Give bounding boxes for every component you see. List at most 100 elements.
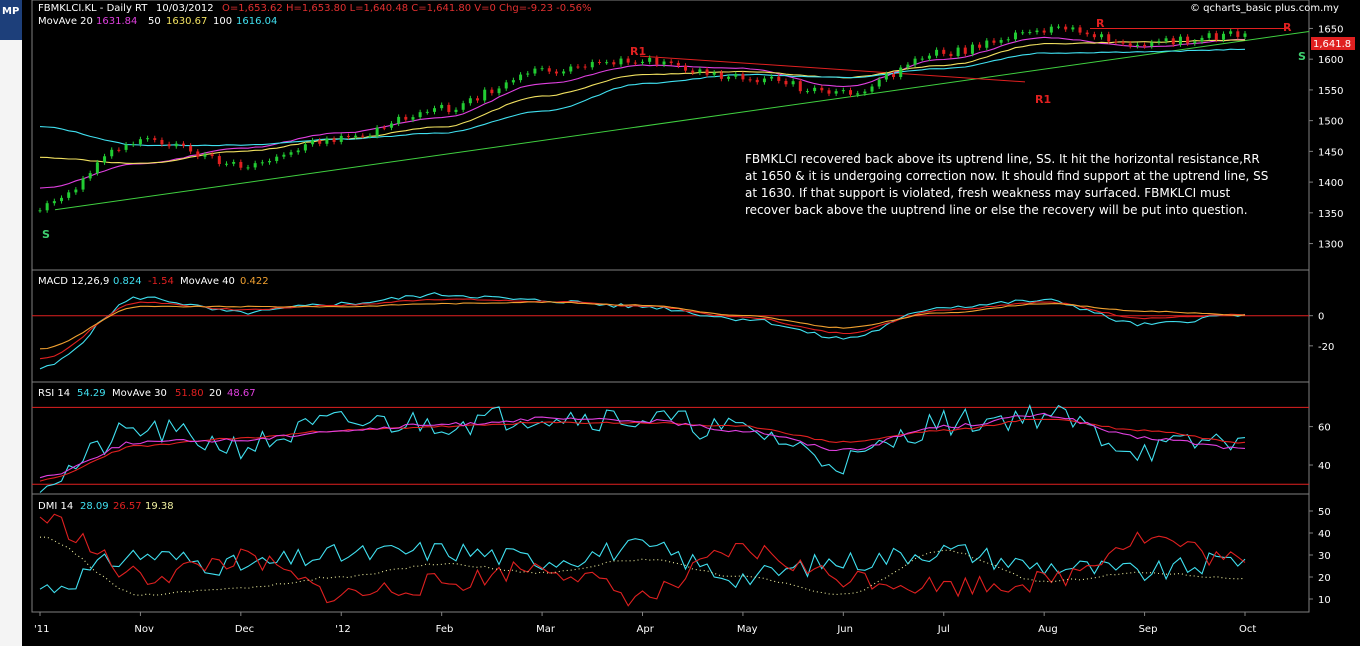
ma100-label: 100	[213, 16, 232, 27]
y-tick-label: 1300	[1318, 240, 1343, 251]
candle-body	[1193, 41, 1197, 44]
app-tag: MP	[2, 6, 19, 17]
y-tick-label: 1450	[1318, 147, 1343, 158]
candle-body	[927, 55, 931, 59]
candle-body	[892, 74, 896, 78]
marker-r1-apr: R1	[630, 45, 646, 58]
candle-body	[834, 91, 838, 94]
commentary-line: at 1650 & it is undergoing correction no…	[745, 169, 1268, 183]
candle-body	[432, 108, 436, 112]
candle-body	[1207, 33, 1211, 38]
candle-body	[124, 144, 128, 150]
rsi-header: RSI 14 54.29 MovAve 30 51.80 20 48.67	[38, 388, 256, 399]
macd-ma-line	[39, 301, 1246, 350]
candle-body	[1078, 27, 1082, 33]
candle-body	[354, 135, 358, 138]
candle-body	[138, 139, 142, 145]
candle-body	[669, 61, 673, 63]
candle-body	[346, 135, 350, 138]
rsi-ma30-line	[39, 418, 1246, 482]
candle-body	[468, 98, 472, 104]
candle-body	[791, 81, 795, 85]
candle-body	[827, 90, 831, 94]
candle-body	[146, 138, 150, 140]
candle-body	[504, 82, 508, 89]
ma20-value: 1631.84	[96, 16, 137, 27]
ma-line-50	[39, 39, 1245, 164]
y-tick-label: 20	[1318, 573, 1331, 584]
candle-body	[253, 163, 257, 168]
candle-body	[1243, 33, 1247, 37]
candle-body	[684, 65, 688, 71]
candle-body	[1085, 32, 1089, 35]
candle-body	[397, 116, 401, 124]
candle-body	[662, 61, 666, 65]
candle-body	[633, 62, 637, 64]
y-tick-label: 1650	[1318, 24, 1343, 35]
candle-body	[375, 127, 379, 136]
adx-line	[40, 536, 1246, 597]
candle-body	[1221, 33, 1225, 40]
candle-body	[81, 178, 85, 190]
candle-body	[1100, 34, 1104, 38]
candle-body	[1236, 31, 1240, 37]
candle-body	[734, 74, 738, 77]
candle-body	[224, 163, 228, 165]
candle-body	[103, 156, 107, 163]
candle-body	[511, 80, 515, 83]
candle-body	[676, 62, 680, 66]
candle-body	[1021, 32, 1025, 34]
candle-body	[318, 140, 322, 144]
rsi-ma2-label: 20	[209, 388, 222, 399]
candle-body	[411, 117, 415, 120]
candle-body	[641, 61, 644, 63]
candle-body	[131, 144, 135, 146]
candle-body	[719, 72, 723, 79]
rsi-ma20-value: 48.67	[227, 388, 256, 399]
dmi-minus-value: 26.57	[113, 501, 142, 512]
marker-r-aug: R	[1096, 17, 1105, 30]
panel-frames	[31, 0, 1310, 613]
candle-body	[1064, 26, 1068, 30]
candle-body	[762, 78, 766, 83]
candle-body	[483, 89, 487, 101]
candle-body	[597, 61, 601, 63]
candle-body	[268, 161, 272, 163]
candle-body	[60, 197, 64, 202]
candle-body	[949, 53, 953, 57]
x-tick-label: '12	[335, 624, 350, 635]
dmi-plus-line	[39, 538, 1246, 594]
candle-body	[167, 144, 171, 147]
dmi-plus-value: 28.09	[80, 501, 109, 512]
candle-body	[1057, 26, 1061, 28]
candle-body	[1164, 38, 1168, 42]
rsi-ma-label: MovAve 30	[112, 388, 167, 399]
candle-body	[727, 76, 731, 79]
candle-body	[884, 74, 888, 80]
rsi-value: 54.29	[77, 388, 106, 399]
candle-body	[820, 87, 824, 91]
macd-label: MACD 12,26,9	[38, 276, 109, 287]
r1-line	[639, 55, 1026, 83]
candle-body	[698, 69, 702, 73]
y-tick-label: 1400	[1318, 178, 1343, 189]
app-tag-box	[0, 0, 22, 40]
macd-signal-value: -1.54	[148, 276, 174, 287]
candle-body	[863, 91, 867, 94]
candle-body	[813, 87, 817, 92]
candle-body	[404, 116, 408, 120]
candle-body	[282, 154, 286, 157]
candle-body	[418, 112, 422, 118]
candle-body	[748, 79, 752, 81]
candle-body	[712, 72, 716, 75]
x-tick-label: '11	[34, 624, 49, 635]
candle-body	[332, 138, 336, 142]
y-tick-label: 50	[1318, 507, 1331, 518]
x-tick-label: May	[737, 624, 758, 635]
candle-body	[992, 40, 996, 43]
macd-ma-value: 0.422	[240, 276, 269, 287]
candle-body	[856, 93, 860, 95]
candle-body	[497, 88, 501, 94]
ma-line-100	[39, 48, 1246, 147]
date-label: 10/03/2012	[156, 3, 214, 14]
